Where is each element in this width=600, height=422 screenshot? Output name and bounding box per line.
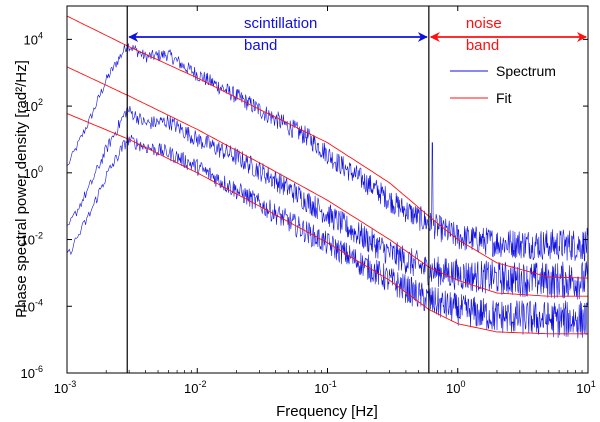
x-axis-label: Frequency [Hz] bbox=[276, 403, 378, 420]
fit-line-5 bbox=[67, 113, 588, 335]
plot-area bbox=[67, 6, 588, 373]
x-tick-label-2: 10-1 bbox=[314, 379, 336, 396]
noise-band-label-line2: band bbox=[466, 37, 499, 54]
spectrum-line-0 bbox=[67, 43, 588, 262]
x-tick-label-1: 10-2 bbox=[184, 379, 206, 396]
y-tick-label-4: 102 bbox=[24, 97, 43, 114]
x-tick-label-3: 100 bbox=[446, 379, 465, 396]
noise-band-label-line1: noise bbox=[466, 15, 502, 32]
scintillation-band-label-line2: band bbox=[244, 37, 277, 54]
y-tick-label-3: 100 bbox=[24, 164, 43, 181]
x-tick-label-4: 101 bbox=[576, 379, 595, 396]
spectrum-line-1 bbox=[67, 105, 588, 300]
y-tick-label-5: 104 bbox=[24, 30, 43, 47]
legend: Spectrum Fit bbox=[450, 63, 556, 106]
scintillation-band-label-line1: scintillation bbox=[244, 15, 317, 32]
y-tick-label-1: 10-4 bbox=[21, 297, 43, 314]
y-tick-label-0: 10-6 bbox=[21, 364, 43, 381]
legend-label-spectrum: Spectrum bbox=[496, 63, 556, 79]
x-tick-label-0: 10-3 bbox=[54, 379, 76, 396]
fit-line-4 bbox=[67, 66, 588, 297]
y-tick-label-2: 10-2 bbox=[21, 231, 43, 248]
plot-frame bbox=[66, 5, 589, 374]
fit-line-3 bbox=[67, 15, 588, 279]
y-axis-label: Phase spectral power density [rad²/Hz] bbox=[13, 60, 30, 318]
legend-label-fit: Fit bbox=[496, 90, 512, 106]
